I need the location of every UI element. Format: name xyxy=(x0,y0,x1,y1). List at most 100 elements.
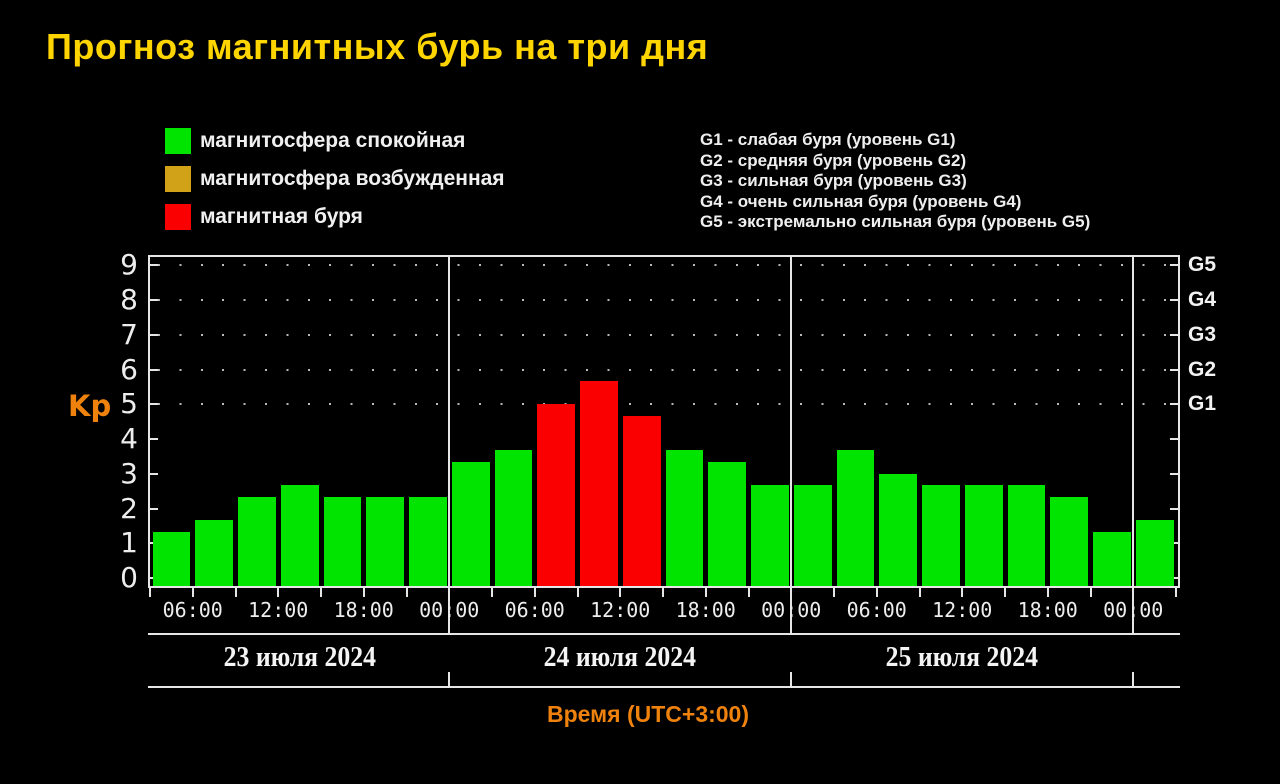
legend-item-excited: магнитосфера возбужденная xyxy=(165,166,505,192)
kp-bar xyxy=(922,485,960,586)
kp-bar xyxy=(280,485,319,586)
kp-bar xyxy=(964,485,1003,586)
kp-bar xyxy=(1093,531,1131,586)
g-level-label: G4 xyxy=(1188,288,1217,311)
x-axis-tick xyxy=(149,588,151,597)
date-label-text: 25 июля 2024 xyxy=(886,642,1039,673)
kp-bar xyxy=(1007,485,1046,586)
kp-bar xyxy=(836,450,875,586)
x-axis-tick xyxy=(491,588,493,597)
grid-dots-row xyxy=(158,264,1170,267)
time-tick-label: 06:00 xyxy=(846,598,907,622)
kp-bar xyxy=(152,531,191,586)
grid-dots-row xyxy=(158,368,1170,371)
kp-bar xyxy=(708,462,746,586)
legend-item-label: магнитосфера спокойная xyxy=(200,129,466,152)
page-title: Прогноз магнитных бурь на три дня xyxy=(46,26,709,67)
time-tick-label: 18:00 xyxy=(675,598,736,622)
time-tick-label: 18:00 xyxy=(1017,598,1078,622)
y-axis-tick xyxy=(1170,577,1178,579)
y-tick-label: 8 xyxy=(120,283,138,316)
grid-dots-row xyxy=(158,333,1170,336)
y-axis-tick xyxy=(1170,333,1178,336)
y-tick-label: 1 xyxy=(120,526,138,560)
date-label: 25 июля 2024 xyxy=(812,642,1112,674)
date-band-bottom-rule xyxy=(148,686,1180,688)
y-tick-label: 2 xyxy=(120,491,138,525)
x-axis-tick xyxy=(1089,588,1092,597)
day-boundary-line xyxy=(1132,588,1135,633)
kp-bar xyxy=(793,485,832,586)
storm-level-g2-description: G2 - средняя буря (уровень G2) xyxy=(700,150,967,170)
grid-dots-row xyxy=(158,403,1170,406)
g-level-label: G2 xyxy=(1188,357,1217,381)
g-level-label: G1 xyxy=(1188,392,1217,416)
kp-bar xyxy=(1135,519,1174,586)
date-label: 24 июля 2024 xyxy=(470,642,770,674)
x-axis-tick xyxy=(362,588,365,597)
x-axis-tick xyxy=(234,588,237,597)
y-axis-tick xyxy=(150,299,158,301)
day-boundary-line xyxy=(790,257,793,586)
x-axis-tick xyxy=(790,588,793,597)
y-axis-tick xyxy=(1170,264,1178,267)
x-axis-tick xyxy=(1175,588,1177,597)
y-axis-tick xyxy=(1170,368,1178,371)
x-axis-tick xyxy=(191,588,194,597)
y-axis-tick xyxy=(150,472,158,475)
y-axis-tick xyxy=(1170,403,1178,406)
x-axis-tick xyxy=(747,588,750,597)
date-separator-tick xyxy=(448,672,451,686)
excited-color-swatch xyxy=(165,166,191,192)
x-axis-tick xyxy=(619,588,622,597)
date-label-text: 24 июля 2024 xyxy=(544,642,697,673)
storm-color-swatch xyxy=(165,204,191,230)
kp-bar xyxy=(195,519,233,586)
kp-bar xyxy=(1050,497,1088,586)
legend-item-storm: магнитная буря xyxy=(165,204,505,230)
legend-item-quiet: магнитосфера спокойная xyxy=(165,128,505,154)
x-axis-tick xyxy=(1004,588,1006,597)
storm-levels-legend: G1 - слабая буря (уровень G1) G2 - средн… xyxy=(700,130,1090,233)
x-axis-tick xyxy=(320,588,322,597)
y-axis-tick xyxy=(1170,507,1178,510)
legend-item-label: магнитосфера возбужденная xyxy=(200,167,505,190)
quiet-color-swatch xyxy=(165,128,191,154)
grid-dots-row xyxy=(158,299,1170,301)
kp-bar xyxy=(409,497,447,586)
day-boundary-line xyxy=(448,588,451,633)
day-boundary-line xyxy=(448,257,451,586)
y-axis-title: Kp xyxy=(68,389,112,423)
x-axis-tick xyxy=(533,588,536,597)
kp-bar xyxy=(451,462,490,586)
storm-level-g4-description: G4 - очень сильная буря (уровень G4) xyxy=(700,191,1022,211)
x-axis-tick xyxy=(576,588,579,597)
y-axis-tick xyxy=(1170,472,1178,475)
y-tick-label: 3 xyxy=(120,456,138,490)
kp-bar xyxy=(494,450,533,586)
y-axis-tick xyxy=(150,438,158,440)
y-tick-label: 0 xyxy=(120,561,138,594)
x-axis-tick xyxy=(961,588,964,597)
x-axis-tick xyxy=(1046,588,1049,597)
y-axis-tick xyxy=(150,333,158,336)
y-axis-tick xyxy=(150,368,158,371)
kp-bar xyxy=(580,380,618,586)
y-axis-tick xyxy=(150,403,158,406)
y-axis-tick xyxy=(1170,299,1178,301)
kp-bar xyxy=(879,473,917,586)
y-tick-label: 4 xyxy=(120,422,138,455)
y-tick-label: 5 xyxy=(120,387,138,421)
y-axis-tick xyxy=(1170,438,1178,440)
y-axis-tick xyxy=(150,507,158,510)
kp-bar xyxy=(665,450,704,586)
storm-level-g5-description: G5 - экстремально сильная буря (уровень … xyxy=(700,212,1091,231)
x-axis-tick xyxy=(875,588,878,597)
date-label: 23 июля 2024 xyxy=(150,642,450,674)
date-band-top-rule xyxy=(148,633,1180,635)
time-tick-label: 00:00 xyxy=(761,598,822,622)
storm-level-g1-description: G1 - слабая буря (уровень G1) xyxy=(700,130,956,149)
kp-bar xyxy=(622,415,661,586)
time-tick-label: 12:00 xyxy=(248,598,309,622)
